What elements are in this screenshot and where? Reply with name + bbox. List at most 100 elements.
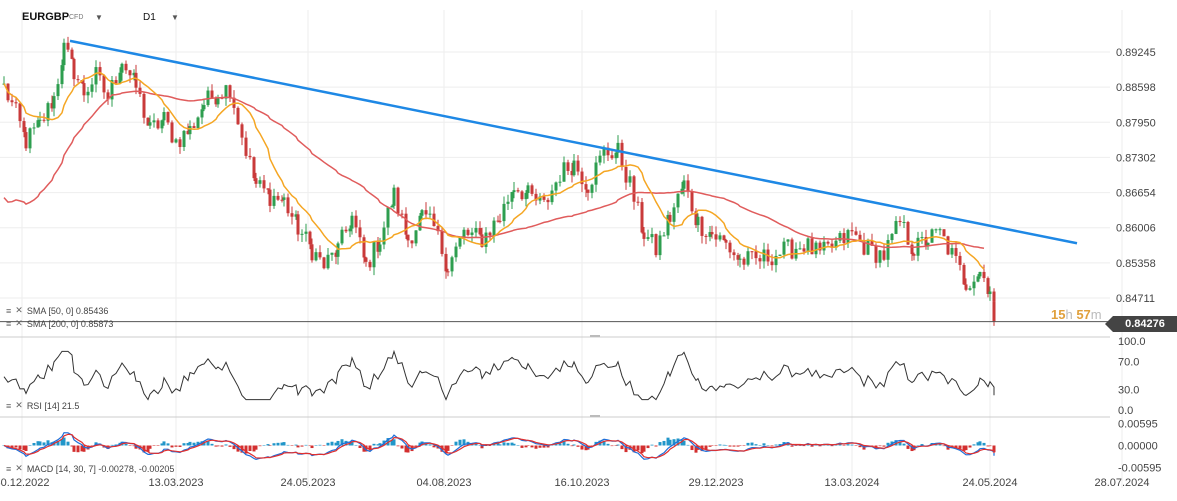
macd-histogram-bar: [354, 444, 358, 446]
close-icon[interactable]: ✕: [15, 305, 23, 315]
candle-body: [602, 147, 606, 156]
symbol-label[interactable]: EURGBP: [22, 11, 70, 23]
candle-body: [700, 216, 704, 236]
macd-histogram-bar: [566, 443, 570, 446]
macd-histogram-bar: [252, 445, 256, 452]
candle-body: [66, 42, 70, 50]
rsi-panel: [3, 349, 995, 401]
close-icon[interactable]: ✕: [15, 463, 23, 473]
macd-histogram-bar: [790, 445, 794, 447]
candle-body: [82, 83, 86, 96]
macd-histogram-bar: [262, 445, 266, 446]
macd-histogram-bar: [858, 445, 862, 448]
candle-body: [282, 197, 286, 200]
y-tick-label: 0.87950: [1116, 117, 1156, 129]
macd-histogram-bar: [244, 445, 248, 454]
macd-histogram-bar: [636, 445, 640, 451]
candle-body: [958, 255, 962, 265]
candle-body: [886, 240, 890, 260]
macd-histogram-bar: [680, 439, 684, 446]
candle-body: [120, 63, 124, 73]
candle-body: [114, 80, 118, 84]
candle-body: [52, 96, 56, 109]
macd-histogram-bar: [440, 445, 444, 452]
macd-histogram-bar: [584, 445, 588, 451]
macd-histogram-bar: [842, 445, 846, 446]
macd-histogram-bar: [710, 445, 714, 446]
macd-histogram-bar: [972, 444, 976, 446]
macd-histogram-bar: [148, 445, 152, 449]
candle-body: [516, 190, 520, 192]
macd-histogram-bar: [496, 443, 500, 446]
legend-macd[interactable]: ≡ ✕ MACD [14, 30, 7] -0.00278, -0.00205: [6, 463, 174, 474]
candle-body: [354, 215, 358, 228]
candle-body: [376, 241, 380, 252]
macd-tick-label: 0.00595: [1118, 419, 1158, 431]
candle-body: [252, 157, 256, 179]
macd-histogram-bar: [962, 445, 966, 451]
candle-body: [530, 185, 534, 194]
candle-body: [124, 63, 128, 71]
close-icon[interactable]: ✕: [15, 400, 23, 410]
candle-body: [562, 162, 566, 182]
macd-histogram-bar: [290, 445, 294, 446]
close-icon[interactable]: ✕: [15, 318, 23, 328]
macd-histogram-bar: [802, 445, 806, 447]
macd-histogram-bar: [188, 441, 192, 446]
macd-histogram-bar: [350, 441, 354, 446]
candle-body: [650, 234, 654, 238]
candle-body: [906, 221, 910, 245]
candle-body: [428, 213, 432, 215]
macd-histogram-bar: [520, 445, 524, 448]
macd-histogram-bar: [546, 445, 550, 448]
chevron-down-icon[interactable]: ▼: [95, 13, 103, 22]
candle-body: [810, 238, 814, 255]
candle-body: [572, 160, 576, 176]
macd-histogram-bar: [976, 442, 980, 446]
macd-histogram-bar: [658, 442, 662, 446]
candle-body: [390, 205, 394, 208]
settings-icon[interactable]: ≡: [6, 463, 12, 474]
y-tick-label: 0.88598: [1116, 82, 1156, 94]
legend-sma200[interactable]: ≡ ✕ SMA [200, 0] 0.85873: [6, 318, 113, 329]
candle-body: [718, 235, 722, 240]
candle-body: [742, 258, 746, 265]
settings-icon[interactable]: ≡: [6, 400, 12, 411]
y-tick-label: 0.86654: [1116, 188, 1156, 200]
candle-body: [930, 229, 934, 243]
candle-body: [512, 190, 516, 192]
candle-body: [28, 128, 32, 149]
macd-histogram-bar: [300, 445, 304, 447]
countdown-hours: 15: [1051, 307, 1066, 322]
macd-histogram-bar: [166, 443, 170, 446]
x-tick-label: 13.03.2023: [148, 477, 203, 489]
candle-body: [94, 67, 98, 85]
candle-body: [988, 291, 992, 294]
chevron-down-icon[interactable]: ▼: [171, 13, 179, 22]
rsi-tick-label: 30.0: [1118, 384, 1139, 396]
candle-body: [972, 281, 976, 289]
macd-histogram-bar: [82, 445, 86, 452]
candle-body: [858, 234, 862, 241]
macd-histogram-bar: [758, 445, 762, 446]
candle-body: [830, 243, 834, 248]
macd-histogram-bar: [368, 445, 372, 451]
macd-histogram-bar: [920, 444, 924, 446]
candle-body: [186, 130, 190, 135]
candle-body: [206, 90, 210, 106]
macd-histogram-bar: [336, 440, 340, 446]
settings-icon[interactable]: ≡: [6, 305, 12, 316]
macd-histogram-bar: [60, 439, 64, 446]
timeframe-label[interactable]: D1: [143, 12, 156, 23]
macd-histogram-bar: [450, 445, 454, 446]
candle-body: [386, 207, 390, 228]
settings-icon[interactable]: ≡: [6, 318, 12, 329]
candle-body: [294, 214, 298, 217]
legend-sma50[interactable]: ≡ ✕ SMA [50, 0] 0.85436: [6, 305, 108, 316]
macd-histogram-bar: [968, 445, 972, 448]
macd-histogram-bar: [728, 445, 732, 447]
candle-body: [842, 233, 846, 244]
candle-body: [898, 220, 902, 223]
legend-rsi[interactable]: ≡ ✕ RSI [14] 21.5: [6, 400, 79, 411]
